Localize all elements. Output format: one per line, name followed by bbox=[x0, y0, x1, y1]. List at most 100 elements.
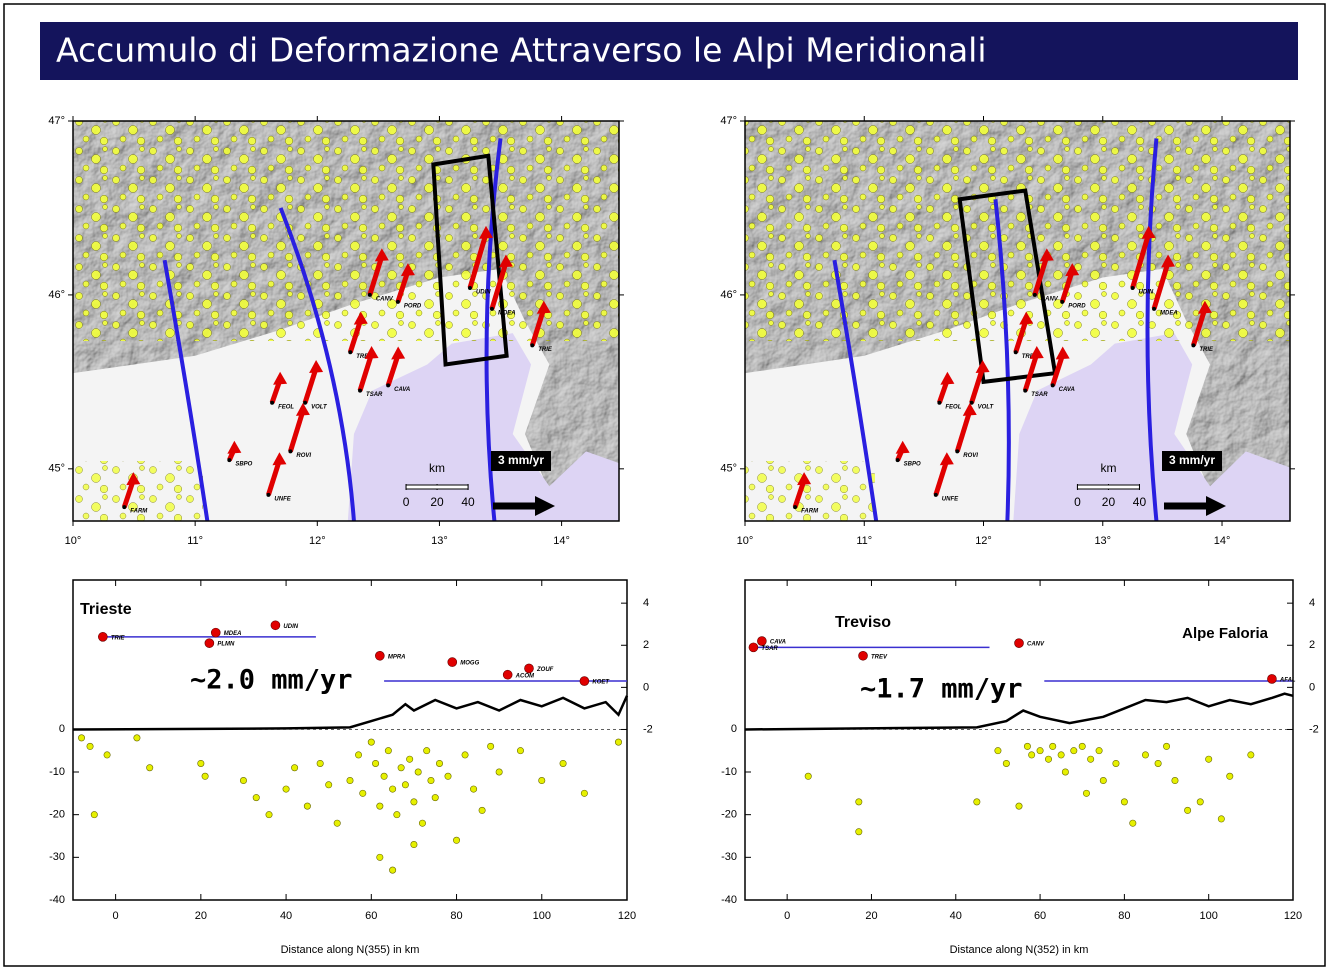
scale-bar bbox=[406, 485, 468, 489]
earthquake bbox=[87, 743, 93, 749]
vector-label: 3 mm/yr bbox=[1169, 453, 1215, 467]
earthquake bbox=[1096, 747, 1102, 753]
earthquake bbox=[470, 786, 476, 792]
station bbox=[348, 350, 352, 354]
gps-station bbox=[98, 632, 107, 641]
earthquake bbox=[1024, 743, 1030, 749]
map: TRIEUDINMDEAPORDCANVTREVCAVATSARVOLTFEOL… bbox=[73, 121, 635, 521]
station bbox=[1051, 383, 1055, 387]
station-label: UNFE bbox=[274, 496, 291, 502]
station bbox=[490, 307, 494, 311]
earthquake bbox=[406, 756, 412, 762]
annotation: ~2.0 mm/yr bbox=[190, 665, 353, 696]
earthquake bbox=[266, 811, 272, 817]
earthquake bbox=[291, 765, 297, 771]
earthquake bbox=[1037, 747, 1043, 753]
x-tick-label: 80 bbox=[1118, 910, 1130, 922]
y-tick-label: -20 bbox=[721, 809, 737, 821]
x-tick-label: 60 bbox=[1034, 910, 1046, 922]
y2-tick-label: 2 bbox=[643, 639, 649, 651]
earthquake bbox=[347, 777, 353, 783]
scale-tick-label: 40 bbox=[461, 495, 475, 509]
earthquake bbox=[1113, 760, 1119, 766]
earthquake bbox=[1184, 807, 1190, 813]
earthquake bbox=[432, 794, 438, 800]
earthquake bbox=[539, 777, 545, 783]
earthquake bbox=[462, 752, 468, 758]
earthquake bbox=[560, 760, 566, 766]
gps-station bbox=[1267, 674, 1276, 683]
station bbox=[1023, 389, 1027, 393]
x-tick-label: 10° bbox=[737, 535, 754, 547]
y-tick-label: -30 bbox=[49, 851, 65, 863]
y2-tick-label: 4 bbox=[643, 597, 649, 609]
station-label: TREV bbox=[871, 654, 888, 660]
x-tick-label: 13° bbox=[1094, 535, 1111, 547]
earthquake bbox=[445, 773, 451, 779]
earthquake bbox=[1087, 756, 1093, 762]
station-label: CAVA bbox=[394, 387, 410, 393]
earthquake bbox=[453, 837, 459, 843]
earthquake bbox=[411, 841, 417, 847]
gps-station bbox=[375, 651, 384, 660]
station-label: ZOUF bbox=[536, 667, 554, 673]
station-label: TRIE bbox=[111, 635, 126, 641]
earthquake bbox=[381, 773, 387, 779]
station-label: MOGG bbox=[460, 661, 479, 667]
earthquake bbox=[1079, 743, 1085, 749]
station bbox=[1131, 286, 1135, 290]
station bbox=[396, 300, 400, 304]
earthquake bbox=[1155, 760, 1161, 766]
earthquake bbox=[411, 799, 417, 805]
earthquake bbox=[198, 760, 204, 766]
x-tick-label: 14° bbox=[553, 535, 570, 547]
earthquake bbox=[415, 769, 421, 775]
station-label: AFAL bbox=[1279, 678, 1296, 684]
scale-tick-label: 0 bbox=[1074, 495, 1081, 509]
station-label: PORD bbox=[1068, 303, 1086, 309]
station bbox=[530, 343, 534, 347]
x-tick-label: 20 bbox=[865, 910, 877, 922]
station bbox=[227, 458, 231, 462]
x-tick-label: 0 bbox=[113, 910, 119, 922]
station-label: FEOL bbox=[278, 404, 294, 410]
scale-tick-label: 40 bbox=[1133, 495, 1147, 509]
x-tick-label: 20 bbox=[195, 910, 207, 922]
earthquake bbox=[1050, 743, 1056, 749]
earthquake bbox=[487, 743, 493, 749]
earthquake bbox=[1121, 799, 1127, 805]
station bbox=[386, 383, 390, 387]
earthquake bbox=[995, 747, 1001, 753]
slide-title: Accumulo di Deformazione Attraverso le A… bbox=[56, 31, 987, 70]
station bbox=[955, 449, 959, 453]
earthquake bbox=[377, 803, 383, 809]
station bbox=[303, 401, 307, 405]
earthquake bbox=[436, 760, 442, 766]
station-label: MDEA bbox=[498, 310, 516, 316]
station bbox=[368, 293, 372, 297]
slide: Accumulo di Deformazione Attraverso le A… bbox=[0, 0, 1329, 970]
station-label: CANV bbox=[376, 296, 394, 302]
station-label: UDIN bbox=[1139, 290, 1154, 296]
earthquake bbox=[317, 760, 323, 766]
earthquake bbox=[1071, 747, 1077, 753]
station bbox=[358, 389, 362, 393]
y2-tick-label: -2 bbox=[643, 723, 653, 735]
earthquake bbox=[78, 735, 84, 741]
y-tick-label: -40 bbox=[49, 894, 65, 906]
x-tick-label: 14° bbox=[1214, 535, 1231, 547]
station bbox=[1060, 300, 1064, 304]
earthquake bbox=[283, 786, 289, 792]
station bbox=[793, 505, 797, 509]
station bbox=[934, 493, 938, 497]
earthquake bbox=[517, 747, 523, 753]
scale-label: km bbox=[1100, 461, 1116, 475]
station bbox=[1014, 350, 1018, 354]
station-label: TRIE bbox=[538, 347, 553, 353]
earthquake bbox=[368, 739, 374, 745]
station-label: FARM bbox=[801, 509, 819, 515]
y-tick-label: -20 bbox=[49, 809, 65, 821]
x-tick-label: 120 bbox=[1284, 910, 1302, 922]
station-label: TSAR bbox=[1031, 392, 1048, 398]
station-label: TRIE bbox=[1199, 347, 1214, 353]
